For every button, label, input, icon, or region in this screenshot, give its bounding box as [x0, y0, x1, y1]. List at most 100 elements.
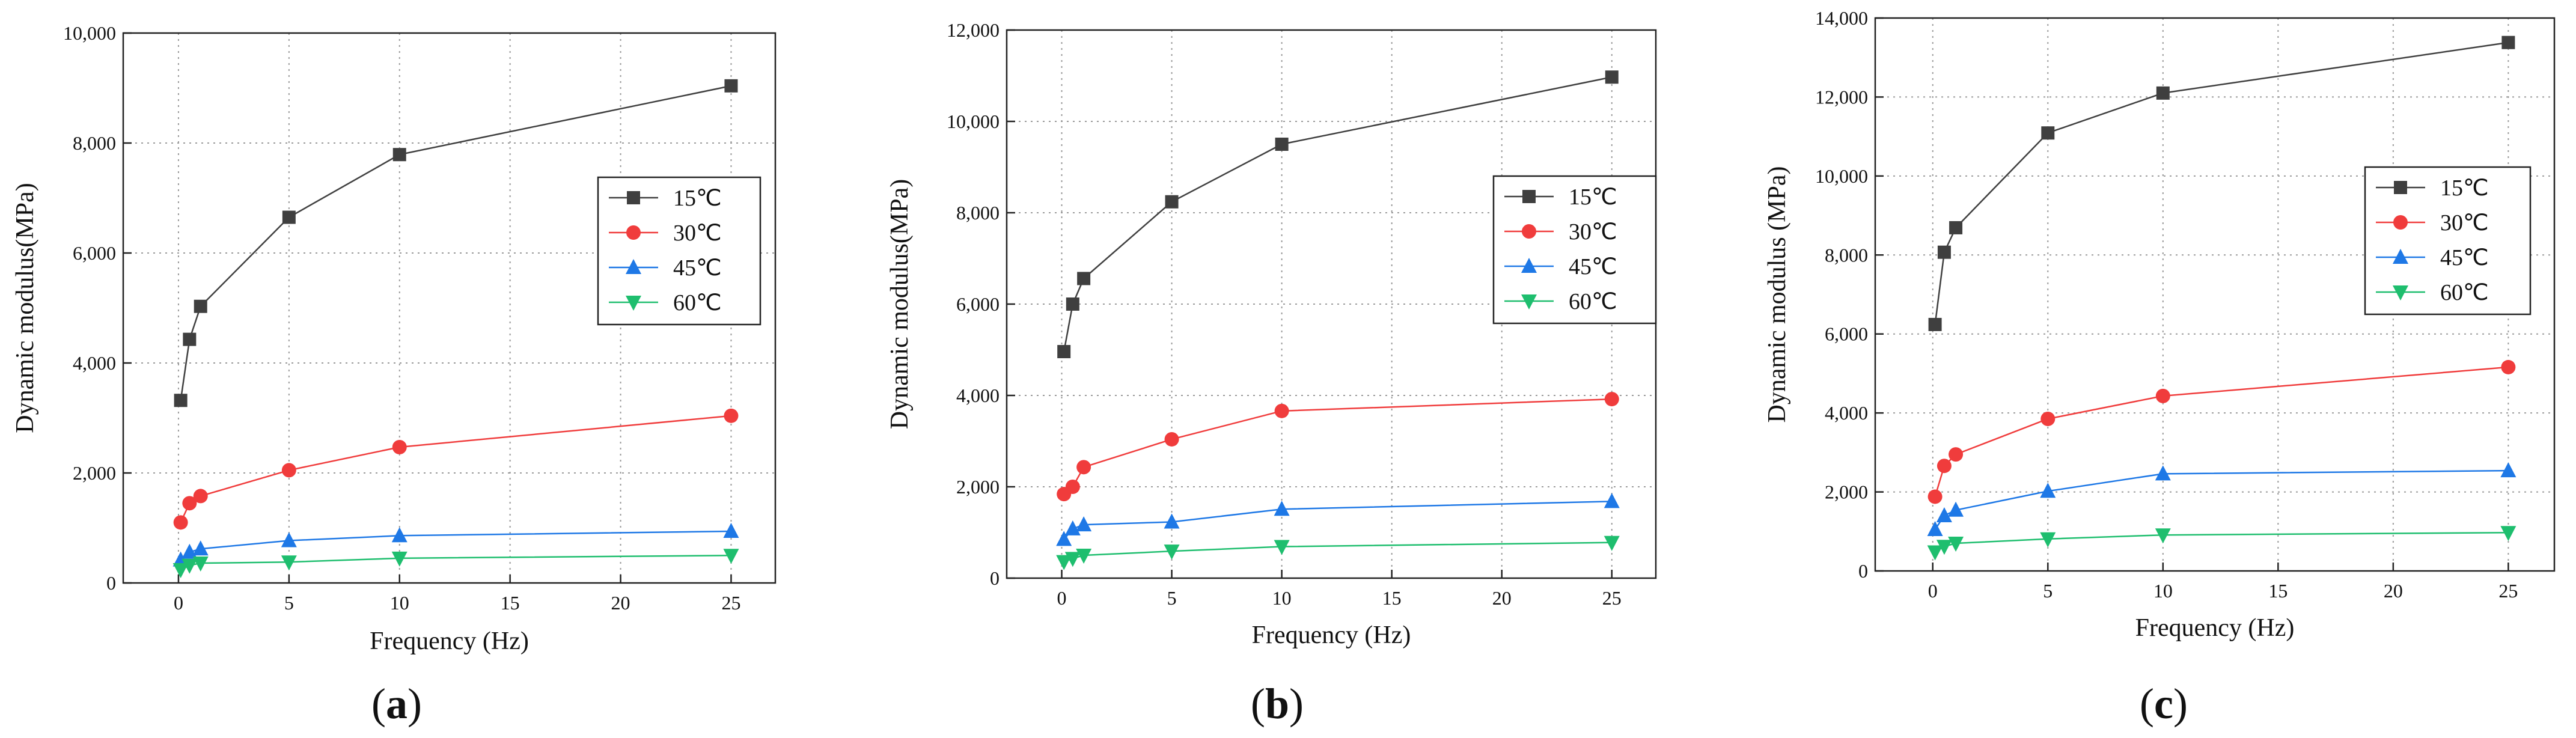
x-axis-label: Frequency (Hz)	[1252, 621, 1411, 649]
y-tick-label: 2,000	[1825, 481, 1868, 503]
legend-label: 45℃	[1569, 254, 1617, 279]
legend-label: 60℃	[673, 290, 722, 316]
plot-frame	[1874, 17, 2556, 572]
data-point	[193, 489, 208, 504]
data-point	[2501, 359, 2516, 374]
data-point	[1274, 501, 1290, 516]
x-tick-label: 20	[1492, 587, 1512, 609]
y-tick-label: 2,000	[956, 476, 1000, 498]
legend-marker	[2394, 181, 2407, 194]
x-tick-label: 0	[1057, 587, 1067, 609]
data-point	[2155, 465, 2171, 481]
y-tick-label: 8,000	[956, 202, 1000, 224]
data-point	[2040, 532, 2056, 547]
data-point	[2156, 86, 2170, 100]
legend-marker	[626, 296, 641, 311]
legend-marker	[2393, 215, 2408, 230]
data-point	[1927, 521, 1943, 536]
data-point	[1604, 535, 1620, 551]
y-tick-label: 10,000	[1815, 165, 1868, 187]
data-point	[1605, 70, 1619, 84]
data-point	[1056, 531, 1072, 546]
data-point	[1064, 520, 1081, 535]
data-point	[1066, 297, 1079, 311]
data-point	[1928, 317, 1942, 331]
x-tick-label: 0	[1928, 580, 1938, 602]
data-point	[1949, 221, 1963, 234]
data-point	[1164, 513, 1180, 529]
data-point	[1948, 501, 1964, 517]
subcaption-c: (c)	[2140, 680, 2188, 728]
data-point	[723, 549, 739, 564]
data-point	[391, 551, 407, 567]
x-tick-label: 5	[1167, 587, 1177, 609]
data-point	[1077, 272, 1091, 285]
y-tick-label: 10,000	[947, 111, 1000, 132]
x-tick-label: 15	[1382, 587, 1402, 609]
x-tick-label: 25	[2498, 580, 2518, 602]
legend: 15℃ 30℃ 45℃ 60℃	[2364, 166, 2532, 316]
data-point	[1076, 549, 1092, 564]
y-tick-label: 4,000	[956, 385, 1000, 406]
data-point	[2500, 526, 2516, 541]
legend-label: 45℃	[673, 255, 722, 281]
legend: 15℃ 30℃ 45℃ 60℃	[597, 176, 762, 326]
x-tick-label: 25	[1602, 587, 1622, 609]
series-line-2	[1063, 501, 1612, 540]
data-point	[282, 210, 296, 224]
data-point	[2040, 412, 2056, 426]
y-tick-label: 2,000	[73, 462, 116, 484]
data-point	[723, 522, 739, 538]
data-point	[173, 515, 188, 530]
data-point	[392, 148, 406, 162]
legend-label: 30℃	[673, 221, 722, 246]
y-axis-label: Dynamic modulus (MPa)	[1763, 166, 1791, 423]
data-point	[724, 408, 739, 423]
x-tick-label: 20	[611, 592, 630, 614]
data-point	[1164, 544, 1180, 560]
legend: 15℃ 30℃ 45℃ 60℃	[1492, 175, 1657, 325]
data-point	[1275, 138, 1289, 151]
x-tick-label: 25	[721, 592, 740, 614]
series-line-3	[1934, 532, 2509, 553]
legend-marker	[2393, 249, 2408, 264]
data-point	[1056, 555, 1072, 570]
legend-marker	[627, 191, 640, 204]
data-point	[1274, 403, 1289, 418]
data-point	[182, 496, 197, 511]
legend-marker	[626, 259, 641, 274]
data-point	[1937, 459, 1952, 474]
legend-label: 30℃	[2440, 210, 2489, 236]
y-tick-label: 4,000	[73, 352, 116, 374]
legend-label: 15℃	[2440, 175, 2489, 201]
data-point	[172, 563, 189, 579]
series-line-0	[180, 85, 731, 401]
data-point	[281, 532, 297, 547]
data-point	[192, 540, 209, 556]
data-point	[2155, 528, 2171, 544]
data-point	[1274, 540, 1290, 555]
legend-box	[1492, 175, 1657, 325]
y-tick-label: 6,000	[956, 293, 1000, 315]
subcaption-a: (a)	[371, 680, 422, 728]
legend-label: 15℃	[1569, 184, 1617, 210]
legend-label: 60℃	[2440, 280, 2489, 305]
x-tick-label: 15	[2268, 580, 2288, 602]
y-axis-label: Dynamic modulus(MPa)	[886, 179, 914, 429]
y-tick-label: 6,000	[73, 242, 116, 264]
data-point	[174, 394, 188, 407]
legend-marker	[1521, 294, 1537, 310]
data-point	[2500, 462, 2516, 478]
y-tick-label: 8,000	[1825, 244, 1868, 266]
data-point	[1949, 447, 1964, 462]
data-point	[1927, 489, 1943, 504]
y-tick-label: 14,000	[1815, 7, 1868, 29]
data-point	[1936, 507, 1952, 522]
data-point	[1936, 540, 1952, 555]
series-line-0	[1934, 41, 2509, 325]
x-tick-label: 15	[501, 592, 520, 614]
plot-frame	[122, 32, 777, 584]
x-tick-label: 0	[174, 592, 183, 614]
data-point	[1927, 545, 1943, 561]
